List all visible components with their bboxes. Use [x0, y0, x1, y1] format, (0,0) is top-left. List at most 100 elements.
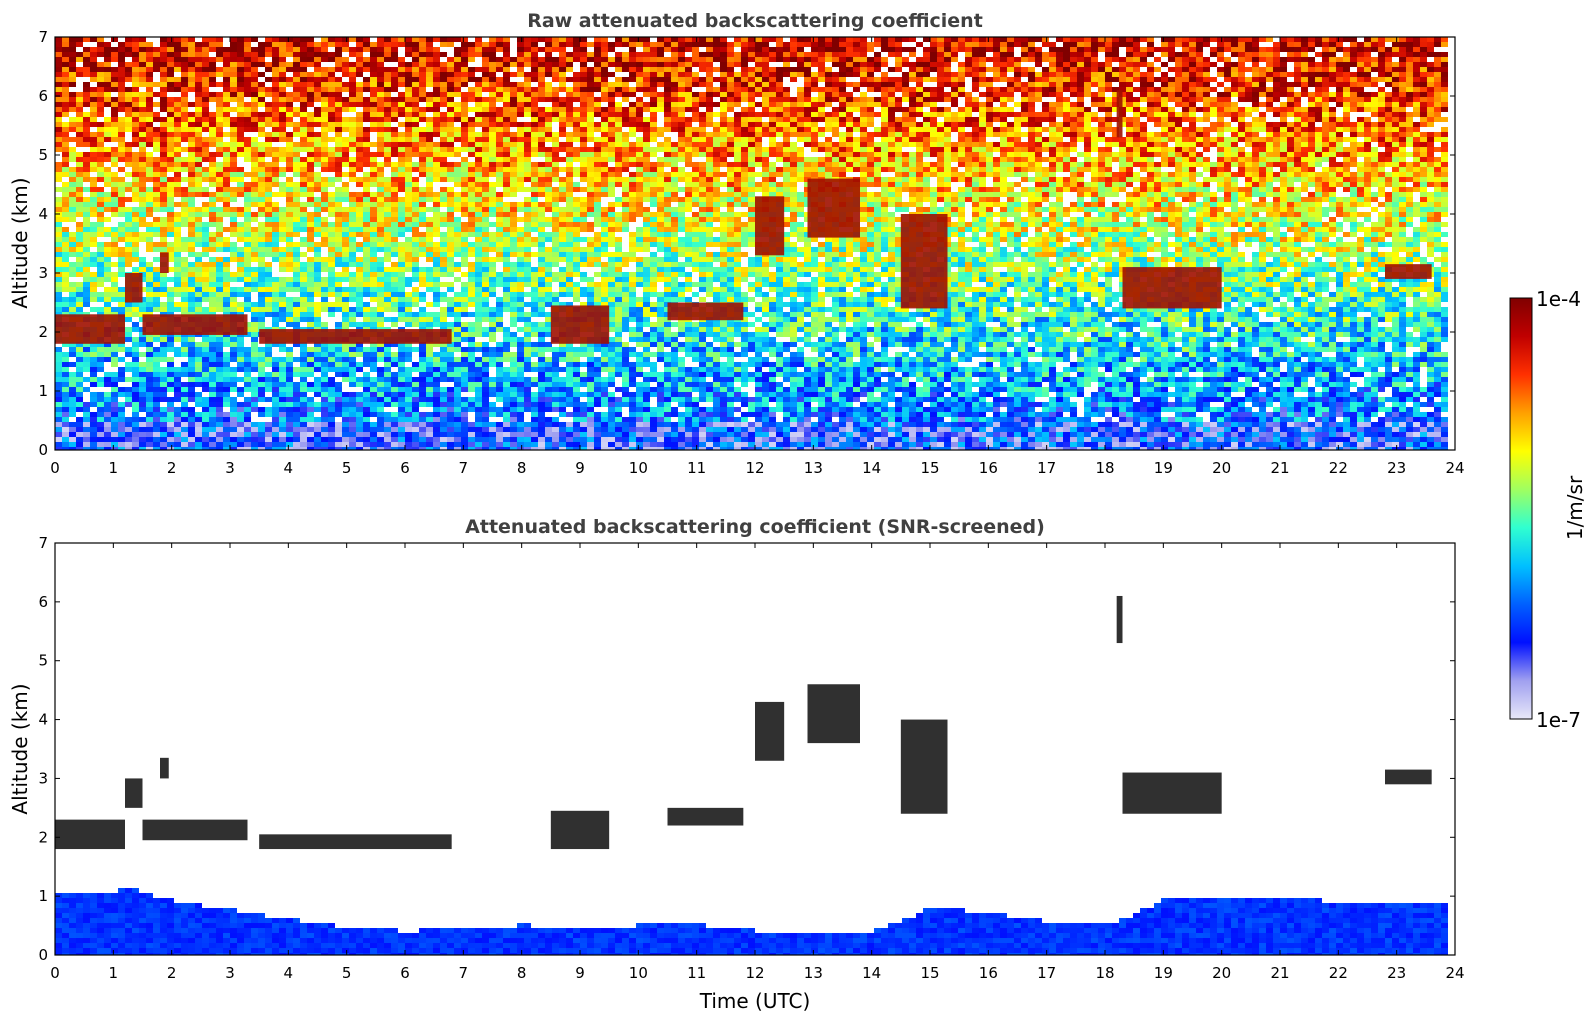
heat-cell [370, 57, 377, 62]
heat-cell [517, 422, 524, 427]
heat-cell [461, 437, 468, 442]
heat-cell [482, 72, 489, 77]
heat-cell [251, 232, 258, 237]
heat-cell [167, 387, 174, 392]
heat-cell [293, 262, 300, 267]
heat-cell [132, 42, 139, 47]
heat-cell [188, 147, 195, 152]
heat-cell [356, 57, 363, 62]
heat-cell [146, 72, 153, 77]
heat-cell [160, 87, 167, 92]
heat-cell [335, 387, 342, 392]
heat-cell [412, 297, 419, 302]
heat-cell [181, 412, 188, 417]
heat-cell [405, 127, 412, 132]
heat-cell [489, 262, 496, 267]
heat-cell [188, 407, 195, 412]
heat-cell [517, 382, 524, 387]
heat-cell [454, 112, 461, 117]
heat-cell [293, 312, 300, 317]
heat-cell [258, 82, 265, 87]
heat-cell [328, 437, 335, 442]
heat-cell [454, 337, 461, 342]
heat-cell [118, 357, 125, 362]
heat-cell [244, 42, 251, 47]
heat-cell [475, 312, 482, 317]
heat-cell [251, 257, 258, 262]
heat-cell [328, 262, 335, 267]
heat-cell [160, 437, 167, 442]
heat-cell [139, 417, 146, 422]
heat-cell [188, 112, 195, 117]
heat-cell [76, 167, 83, 172]
heat-cell [328, 232, 335, 237]
heat-cell [510, 117, 517, 122]
heat-cell [195, 382, 202, 387]
heat-cell [69, 42, 76, 47]
heat-cell [447, 312, 454, 317]
heat-cell [216, 52, 223, 57]
heat-cell [125, 152, 132, 157]
heat-cell [510, 272, 517, 277]
heat-cell [272, 72, 279, 77]
heat-cell [153, 432, 160, 437]
heat-cell [412, 207, 419, 212]
heat-cell [90, 162, 97, 167]
heat-cell [377, 412, 384, 417]
heat-cell [153, 437, 160, 442]
heat-cell [475, 327, 482, 332]
heat-cell [153, 112, 160, 117]
heat-cell [482, 317, 489, 322]
heat-cell [377, 127, 384, 132]
heat-cell [181, 222, 188, 227]
heat-cell [496, 282, 503, 287]
heat-cell [237, 432, 244, 437]
heat-cell [167, 232, 174, 237]
heat-cell [412, 277, 419, 282]
heat-cell [153, 82, 160, 87]
heat-cell [272, 112, 279, 117]
heat-cell [132, 82, 139, 87]
heat-cell [83, 207, 90, 212]
heat-cell [244, 92, 251, 97]
heat-cell [475, 167, 482, 172]
heat-cell [160, 102, 167, 107]
heat-cell [174, 142, 181, 147]
heat-cell [216, 142, 223, 147]
heat-cell [293, 82, 300, 87]
heat-cell [216, 82, 223, 87]
heat-cell [237, 377, 244, 382]
heat-cell [97, 87, 104, 92]
heat-cell [370, 267, 377, 272]
heat-cell [76, 212, 83, 217]
heat-cell [307, 217, 314, 222]
heat-cell [377, 232, 384, 237]
heat-cell [391, 242, 398, 247]
heat-cell [55, 97, 62, 102]
heat-cell [517, 437, 524, 442]
heat-cell [265, 297, 272, 302]
heat-cell [321, 427, 328, 432]
heat-cell [195, 187, 202, 192]
heat-cell [244, 242, 251, 247]
heat-cell [433, 372, 440, 377]
heat-cell [398, 352, 405, 357]
heat-cell [202, 292, 209, 297]
heat-cell [83, 402, 90, 407]
heat-cell [461, 62, 468, 67]
heat-cell [139, 62, 146, 67]
heat-cell [447, 202, 454, 207]
heat-cell [118, 272, 125, 277]
heat-cell [356, 197, 363, 202]
heat-cell [104, 92, 111, 97]
heat-cell [321, 227, 328, 232]
heat-cell [153, 397, 160, 402]
heat-cell [62, 202, 69, 207]
heat-cell [524, 107, 531, 112]
heat-cell [209, 57, 216, 62]
heat-cell [174, 62, 181, 67]
heat-cell [321, 47, 328, 52]
heat-cell [209, 422, 216, 427]
heat-cell [293, 47, 300, 52]
heat-cell [174, 432, 181, 437]
